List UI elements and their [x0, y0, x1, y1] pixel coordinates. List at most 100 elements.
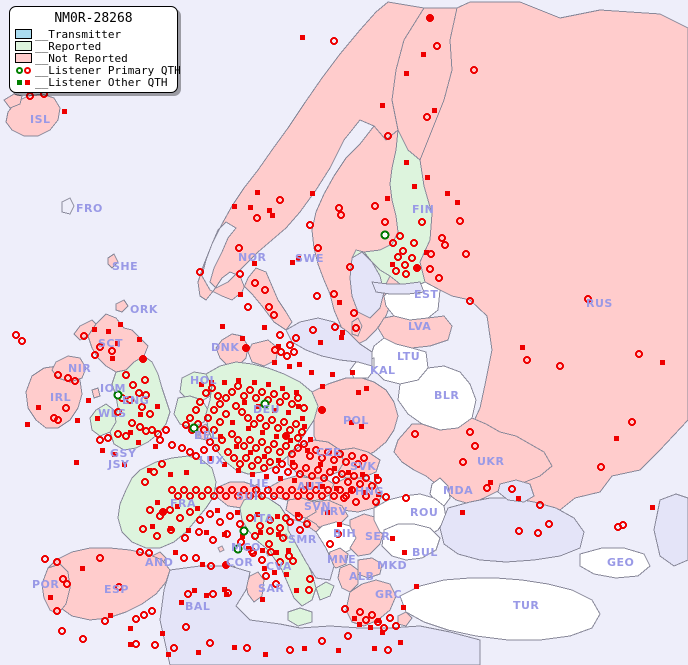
legend-label-reported: __Reported — [35, 39, 102, 53]
country-label-ltu: LTU — [397, 350, 420, 363]
not-reported-swatch-icon — [15, 53, 32, 63]
country-label-pol: POL — [343, 414, 369, 427]
country-label-sui: SUI — [236, 490, 258, 503]
island-orkney — [115, 299, 129, 313]
legend-label-not-reported: __Not Reported — [35, 51, 128, 65]
country-mco — [217, 545, 225, 553]
country-label-aut: AUT — [297, 480, 323, 493]
legend-label-listener-other-qth: __Listener Other QTH — [35, 75, 168, 89]
country-dnk — [215, 333, 249, 367]
country-label-ukr: UKR — [477, 455, 504, 468]
country-label-por: POR — [32, 578, 59, 591]
country-sic — [287, 607, 313, 627]
country-label-nir: NIR — [68, 362, 91, 375]
country-bul — [381, 523, 441, 561]
country-label-she: SHE — [112, 260, 138, 273]
listener-primary-qth-markers — [12, 37, 643, 654]
country-label-svn: SVN — [304, 500, 331, 513]
country-label-cze: CZE — [316, 446, 341, 459]
country-label-fro: FRO — [76, 202, 103, 215]
listener-primary-qth-marker-icon — [15, 65, 32, 75]
transmitter-markers — [113, 230, 390, 554]
country-label-and: AND — [145, 556, 173, 569]
listener-strong-markers — [139, 14, 434, 569]
country-label-sar: SAR — [258, 582, 284, 595]
country-nor — [197, 1, 425, 331]
country-label-rus: RUS — [586, 297, 613, 310]
legend-box: NM0R-28268 __Transmitter __Reported __No… — [9, 6, 181, 93]
country-mkd — [357, 557, 383, 579]
green-square-icon — [16, 79, 22, 85]
country-label-ork: ORK — [130, 303, 158, 316]
country-label-blr: BLR — [434, 389, 459, 402]
landmasses — [3, 1, 688, 665]
country-label-cor: COR — [226, 556, 253, 569]
country-wls — [89, 403, 117, 437]
country-label-swe: SWE — [295, 252, 324, 265]
country-label-geo: GEO — [607, 556, 634, 569]
country-tur — [399, 577, 601, 641]
country-label-fra: FRA — [170, 497, 196, 510]
country-isl-nw — [3, 93, 23, 109]
water-gulf-finland — [371, 281, 425, 295]
country-label-grc: GRC — [375, 588, 402, 601]
country-label-lva: LVA — [408, 320, 431, 333]
reception-markers — [12, 14, 665, 657]
country-label-eng: ENG — [122, 394, 149, 407]
country-label-bal: BAL — [185, 600, 210, 613]
green-circle-icon — [15, 66, 23, 74]
country-dnk2 — [247, 339, 279, 367]
country-label-isl: ISL — [30, 113, 51, 126]
country-label-mkd: MKD — [377, 559, 407, 572]
listener-other-qth-marker-icon — [15, 77, 32, 87]
transmitter-swatch-icon — [15, 29, 32, 39]
country-label-alb: ALB — [349, 570, 374, 583]
country-label-gsy: GSY — [110, 447, 137, 460]
country-label-jsy: JSY — [107, 458, 130, 471]
country-label-kal: KAL — [370, 364, 396, 377]
legend-row-not-reported: __Not Reported — [15, 52, 172, 64]
country-label-cva: CVA — [266, 560, 292, 573]
legend-label-listener-primary-qth: __Listener Primary QTH — [35, 63, 181, 77]
legend-label-transmitter: __Transmitter — [35, 27, 122, 41]
country-label-irl: IRL — [50, 391, 71, 404]
country-label-mco: MCO — [231, 541, 261, 554]
country-ser — [349, 513, 385, 557]
country-label-dnk: DNK — [211, 341, 239, 354]
island-fro — [61, 197, 75, 215]
island-iom — [91, 387, 101, 399]
reported-swatch-icon — [15, 41, 32, 51]
country-label-tur: TUR — [513, 599, 539, 612]
country-blr — [397, 365, 477, 431]
country-label-ser: SER — [365, 530, 390, 543]
country-label-svk: SVK — [350, 460, 376, 473]
country-label-bel: BEL — [194, 429, 218, 442]
country-label-lux: LUX — [199, 454, 225, 467]
water-black-sea — [439, 497, 585, 563]
water-azov — [497, 479, 535, 503]
country-label-iom: IOM — [100, 382, 126, 395]
country-label-esp: ESP — [104, 583, 129, 596]
country-labels: ISL FRO SHE ORK SCT NIR IRL IOM WLS ENG … — [30, 113, 634, 613]
country-label-ita: ITA — [253, 512, 274, 525]
listener-other-qth-markers — [25, 35, 665, 657]
red-circle-icon — [24, 66, 32, 74]
country-label-rou: ROU — [410, 506, 438, 519]
country-label-wls: WLS — [98, 407, 127, 420]
country-label-lie: LIE — [249, 477, 269, 490]
country-label-hol: HOL — [190, 374, 217, 387]
legend-row-reported: __Reported — [15, 40, 172, 52]
country-label-bul: BUL — [412, 546, 438, 559]
country-label-mne: MNE — [327, 553, 356, 566]
country-label-smr: SMR — [288, 533, 317, 546]
water-baltic — [285, 317, 373, 367]
country-label-est: EST — [414, 288, 438, 301]
country-pol — [311, 377, 399, 461]
country-label-hrv: HRV — [320, 505, 348, 518]
legend-row-listener-primary-qth: __Listener Primary QTH — [15, 64, 181, 76]
country-label-mda: MDA — [443, 484, 473, 497]
country-alb — [337, 563, 359, 593]
island-shetland — [107, 253, 119, 269]
